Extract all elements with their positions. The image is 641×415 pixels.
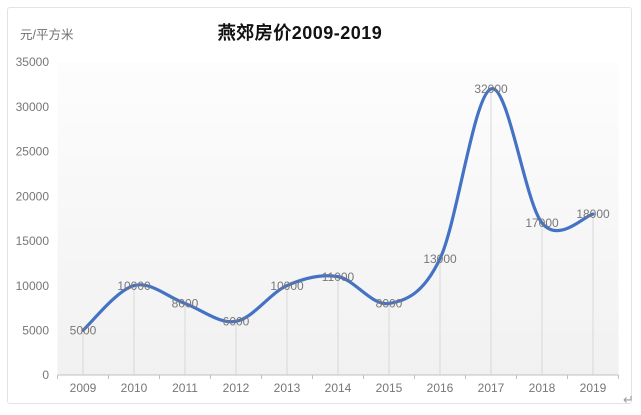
svg-text:13000: 13000: [423, 252, 457, 266]
svg-text:32000: 32000: [474, 82, 508, 96]
paragraph-return-mark: ↵: [623, 392, 634, 407]
y-axis-tick-labels: 0 5000 10000 15000 20000 25000 30000 35000: [16, 55, 50, 382]
svg-text:20000: 20000: [16, 189, 50, 203]
svg-text:18000: 18000: [576, 207, 610, 221]
svg-text:15000: 15000: [16, 234, 50, 248]
svg-text:2015: 2015: [376, 381, 403, 395]
svg-text:2016: 2016: [427, 381, 454, 395]
y-axis-unit-label: 元/平方米: [20, 28, 74, 42]
chart-title: 燕郊房价2009-2019: [217, 23, 383, 43]
svg-text:2010: 2010: [121, 381, 148, 395]
svg-text:25000: 25000: [16, 145, 50, 159]
svg-text:11000: 11000: [322, 270, 355, 284]
svg-text:2011: 2011: [172, 381, 198, 395]
svg-text:6000: 6000: [223, 315, 250, 329]
svg-text:2009: 2009: [70, 381, 97, 395]
svg-text:2013: 2013: [274, 381, 301, 395]
svg-text:2019: 2019: [580, 381, 607, 395]
svg-text:5000: 5000: [70, 323, 97, 337]
svg-text:2018: 2018: [529, 381, 556, 395]
svg-text:30000: 30000: [16, 100, 50, 114]
svg-text:8000: 8000: [172, 297, 199, 311]
data-labels: 5000 10000 8000 6000 10000 11000 8000 13000 3200…: [70, 82, 610, 337]
svg-text:10000: 10000: [117, 279, 151, 293]
svg-text:10000: 10000: [270, 279, 304, 293]
svg-text:8000: 8000: [376, 297, 403, 311]
svg-text:2014: 2014: [325, 381, 352, 395]
svg-text:2017: 2017: [478, 381, 505, 395]
svg-text:17000: 17000: [525, 216, 559, 230]
x-axis: [57, 374, 619, 379]
price-line-series: [81, 87, 595, 332]
svg-text:35000: 35000: [16, 55, 50, 69]
svg-text:10000: 10000: [16, 279, 50, 293]
drop-lines: [82, 88, 594, 375]
svg-text:0: 0: [42, 368, 49, 382]
svg-text:5000: 5000: [22, 323, 49, 337]
svg-text:2012: 2012: [223, 381, 250, 395]
x-axis-tick-labels: 2009 2010 2011 2012 2013 2014 2015 2016 2017 2018…: [70, 381, 607, 395]
